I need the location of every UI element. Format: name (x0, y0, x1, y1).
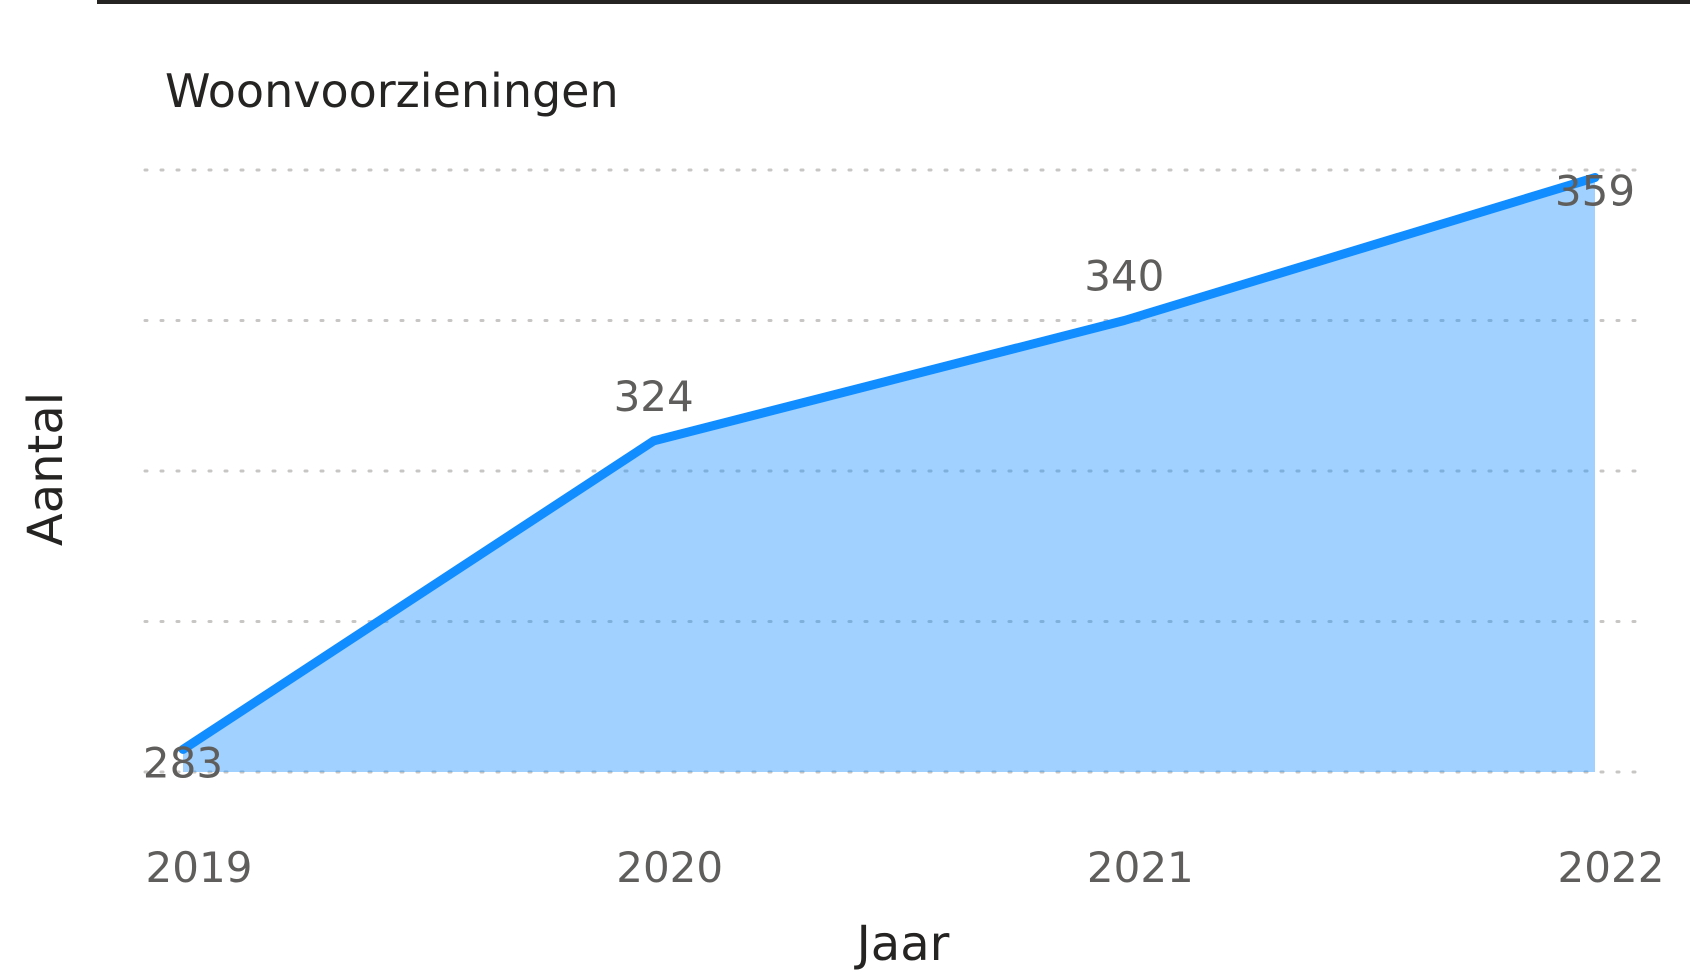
plot-area: 2019 2020 2021 2022 283 324 340 359 (143, 167, 1665, 892)
data-label: 283 (143, 738, 223, 787)
chart-title: Woonvoorzieningen (165, 64, 619, 118)
y-axis-title: Aantal (18, 392, 74, 546)
line (178, 173, 1600, 754)
data-label: 340 (1084, 252, 1164, 301)
x-tick-label: 2019 (146, 843, 253, 892)
x-tick-label: 2022 (1558, 843, 1665, 892)
data-label: 324 (614, 372, 694, 421)
x-tick-label: 2020 (616, 843, 723, 892)
data-label: 359 (1555, 167, 1635, 216)
x-tick-label: 2021 (1087, 843, 1194, 892)
x-axis-title: Jaar (854, 916, 950, 972)
area (183, 177, 1595, 772)
